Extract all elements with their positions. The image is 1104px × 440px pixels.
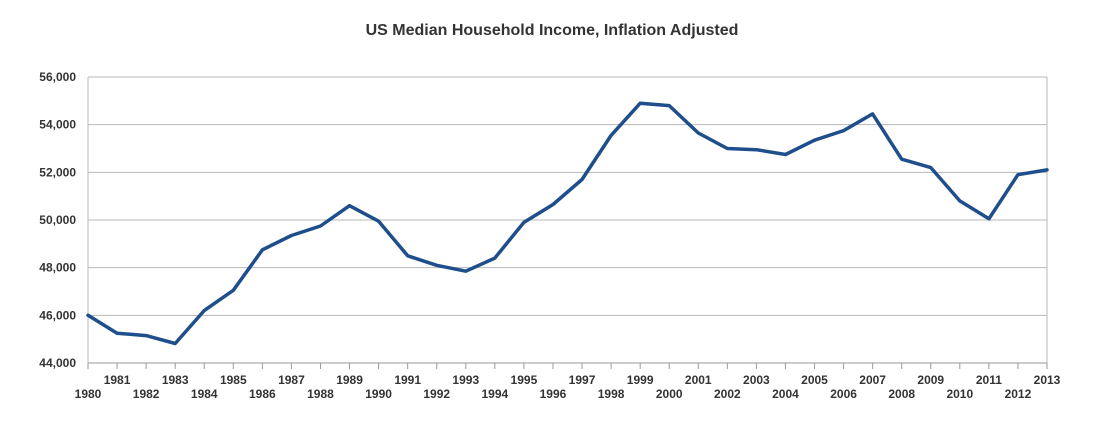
series-line: [88, 103, 1047, 343]
y-tick-label: 50,000: [39, 213, 76, 227]
x-tick-label: 1991: [394, 373, 421, 387]
gridlines: [88, 77, 1047, 315]
x-tick-label: 1988: [307, 387, 334, 401]
x-tick-label: 2006: [830, 387, 857, 401]
x-tick-label: 2010: [946, 387, 973, 401]
x-tick-label: 1984: [191, 387, 218, 401]
x-tick-label: 1995: [511, 373, 538, 387]
y-tick-label: 46,000: [39, 308, 76, 322]
x-tick-label: 2011: [976, 373, 1002, 387]
x-tick-label: 1992: [423, 387, 450, 401]
x-tick-label: 2009: [917, 373, 944, 387]
x-tick-label: 2012: [1005, 387, 1032, 401]
x-tick-label: 2003: [743, 373, 770, 387]
x-tick-label: 1998: [598, 387, 625, 401]
x-tick-label: 1996: [540, 387, 567, 401]
y-tick-label: 44,000: [39, 356, 76, 370]
series-layer: [88, 103, 1047, 343]
x-tick-label: 1990: [365, 387, 392, 401]
y-tick-labels: 44,000 46,000 48,000 50,000 52,000 54,000 56,0…: [39, 70, 76, 370]
y-tick-label: 56,000: [39, 70, 76, 84]
x-tick-label: 1994: [481, 387, 508, 401]
x-tick-label: 1987: [278, 373, 305, 387]
x-tick-labels: 1980198119821983198419851986198719881989…: [75, 373, 1061, 401]
x-tick-label: 1989: [336, 373, 363, 387]
y-tick-label: 54,000: [39, 118, 76, 132]
chart-title: US Median Household Income, Inflation Ad…: [0, 22, 1104, 40]
y-tick-label: 48,000: [39, 261, 76, 275]
x-tick-label: 1985: [220, 373, 247, 387]
x-tick-label: 1982: [133, 387, 160, 401]
x-tick-label: 1981: [104, 373, 131, 387]
axes: [88, 77, 1047, 369]
x-tick-label: 1983: [162, 373, 189, 387]
x-tick-label: 2001: [685, 373, 712, 387]
x-tick-label: 2008: [888, 387, 915, 401]
x-tick-label: 1999: [627, 373, 654, 387]
x-tick-label: 2013: [1034, 373, 1061, 387]
x-tick-label: 2002: [714, 387, 741, 401]
y-tick-label: 52,000: [39, 165, 76, 179]
x-tick-label: 1980: [75, 387, 102, 401]
x-tick-label: 2004: [772, 387, 799, 401]
x-tick-label: 1997: [569, 373, 596, 387]
x-tick-label: 1986: [249, 387, 276, 401]
x-tick-label: 2005: [801, 373, 828, 387]
x-tick-label: 2007: [859, 373, 886, 387]
x-tick-label: 1993: [452, 373, 479, 387]
x-tick-label: 2000: [656, 387, 683, 401]
